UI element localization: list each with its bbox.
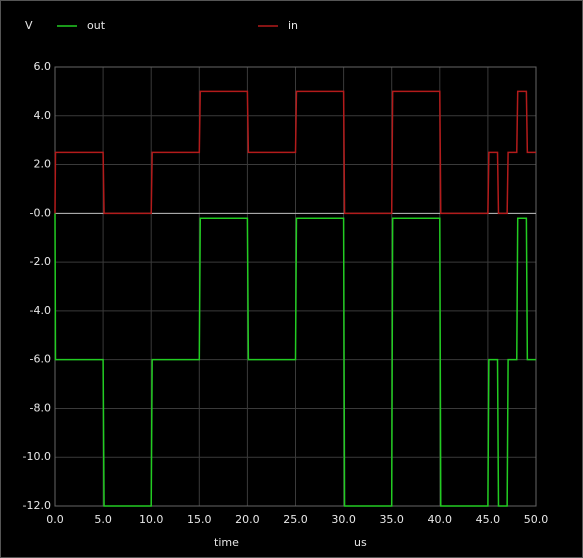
y-tick-label: -12.0 [23, 499, 51, 512]
y-tick-label: 2.0 [34, 158, 52, 171]
x-tick-label: 45.0 [476, 513, 501, 526]
x-unit: us [354, 536, 367, 549]
x-tick-label: 50.0 [524, 513, 549, 526]
y-tick-label: -0.0 [30, 206, 51, 219]
y-tick-label: 4.0 [34, 109, 52, 122]
x-tick-label: 0.0 [46, 513, 64, 526]
x-tick-label: 25.0 [283, 513, 308, 526]
x-tick-label: 20.0 [235, 513, 260, 526]
y-tick-label: -10.0 [23, 450, 51, 463]
x-label: time [214, 536, 239, 549]
x-tick-label: 15.0 [187, 513, 212, 526]
y-tick-label: -2.0 [30, 255, 51, 268]
y-label: V [25, 19, 33, 32]
legend-label: out [87, 19, 106, 32]
series-line [54, 213, 536, 507]
x-tick-label: 40.0 [428, 513, 453, 526]
x-tick-label: 30.0 [331, 513, 356, 526]
x-tick-label: 5.0 [94, 513, 112, 526]
x-tick-label: 10.0 [139, 513, 164, 526]
series-line [54, 90, 536, 215]
legend-label: in [288, 19, 298, 32]
y-tick-label: -6.0 [30, 353, 51, 366]
y-tick-label: -4.0 [30, 304, 51, 317]
y-tick-label: -8.0 [30, 401, 51, 414]
y-tick-label: 6.0 [34, 60, 52, 73]
x-tick-label: 35.0 [379, 513, 404, 526]
